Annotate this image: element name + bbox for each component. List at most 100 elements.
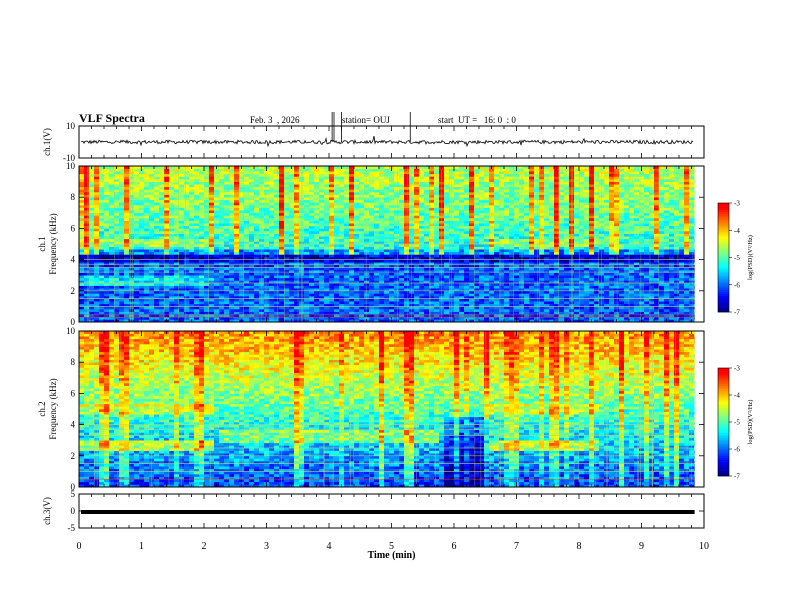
ch2-colorbar-swatch [718,420,729,423]
ch2-colorbar-swatch [718,432,729,435]
ch2-colorbar-tick-label: -4 [734,392,740,400]
ch1-spec-ytick-label: 10 [66,161,76,171]
ch2-spec-ytick-label: 10 [66,326,76,336]
ch2-colorbar-swatch [718,404,729,407]
ch2-colorbar-swatch [718,458,729,461]
ch2-colorbar-swatch [718,405,729,408]
date-label: Feb. 3 , 2026 [250,115,300,125]
ch1-colorbar-swatch [718,242,729,246]
ch2-colorbar-swatch [718,393,729,396]
ch2-colorbar-swatch [718,449,729,452]
ch2-colorbar-swatch [718,429,729,432]
ch2-colorbar-swatch [718,441,729,444]
ch2-colorbar-swatch [718,468,729,471]
ch1-colorbar-swatch [718,282,729,286]
ch1-colorbar-swatch [718,212,729,215]
ch1-colorbar-swatch [718,308,729,311]
ch1-colorbar-swatch [718,224,729,227]
ch2-colorbar-swatch [718,443,729,446]
ch1-colorbar-swatch [718,235,729,238]
ch1-colorbar-swatch [718,293,729,296]
ch1-colorbar-swatch [718,295,729,298]
start-time-label: start UT = 16: 0 : 0 [438,115,516,125]
ch2-colorbar-swatch [718,380,729,383]
ch1-colorbar-swatch [718,284,729,287]
ch1-colorbar-tick-label: -7 [734,309,740,317]
ch1-colorbar-swatch [718,266,729,269]
ch3-wave-ytick-label: 0 [71,506,76,516]
ch1-colorbar-swatch [718,239,729,242]
ch1-colorbar-swatch [718,304,729,307]
ch1-colorbar-swatch [718,203,729,206]
ch1-colorbar-swatch [718,257,729,260]
ch2-colorbar-swatch [718,465,729,468]
ch2-colorbar-swatch [718,418,729,421]
time-tick-label: 9 [639,541,644,552]
ch2-spectrogram-panel: 0 2 4 6 8 10 ch.2 Frequency (kHz) [37,326,705,492]
ch2-spec-nodata [694,331,704,487]
ch2-colorbar-swatch [718,445,729,448]
ch3-wave-ylabel: ch.3(V) [42,497,52,525]
ch2-colorbar-swatch [718,382,729,385]
ch1-colorbar-swatch [718,226,729,229]
ch1-colorbar-swatch [718,253,729,256]
ch2-colorbar-swatch [718,368,729,371]
ch3-wave-ytick-label: 5 [71,489,76,499]
ch1-colorbar-swatch [718,273,729,276]
ch2-colorbar-swatch [718,422,729,425]
ch1-spec-ytick-label: 6 [71,223,76,233]
ch2-spec-ytick-label: 8 [71,357,76,367]
ch2-colorbar-swatch [718,384,729,387]
time-tick-label: 4 [327,541,332,552]
ch2-colorbar-tick-label: -5 [734,419,740,427]
ch2-colorbar-swatch [718,447,729,450]
ch1-spec-channel-label: ch.1 [37,236,47,251]
ch1-colorbar-swatch [718,292,729,295]
ch1-spec-ytick-label: 2 [71,286,76,296]
ch1-colorbar-label: log(PSD)(V²/Hz) [747,235,754,280]
ch2-colorbar-swatch [718,436,729,439]
ch2-colorbar-swatch [718,414,729,417]
ch1-trace-line [81,136,694,148]
ch2-colorbar-swatch [718,391,729,394]
ch2-colorbar-tick-label: -3 [734,365,740,373]
ch2-colorbar-swatch [718,396,729,399]
ch1-colorbar-swatch [718,233,729,236]
ch2-colorbar-swatch [718,467,729,470]
ch2-colorbar-swatch [718,407,729,410]
ch2-spec-channel-label: ch.2 [37,401,47,416]
time-tick-label: 5 [389,541,394,552]
ch2-colorbar-swatch [718,454,729,457]
ch1-colorbar-swatch [718,228,729,231]
ch1-colorbar-tick-label: -3 [734,200,740,208]
ch1-colorbar-swatch [718,222,729,226]
ch1-wave-ylabel: ch.1(V) [42,128,52,156]
ch2-spec-ytick-label: 0 [71,482,76,492]
ch1-wave-ytick-label: -10 [63,153,75,163]
ch1-colorbar-tick-label: -5 [734,254,740,262]
ch2-colorbar-swatch [718,375,729,378]
ch2-spec-ylabel: Frequency (kHz) [48,378,58,439]
ch2-colorbar-swatch [718,434,729,437]
ch1-colorbar-swatch [718,232,729,235]
ch1-colorbar-swatch [718,310,729,313]
ch1-colorbar-swatch [718,279,729,282]
station-label: station= OUJ [342,115,390,125]
ch1-colorbar-swatch [718,230,729,233]
time-axis: 0 1 2 3 4 5 6 7 8 9 10 Time (min) [77,541,710,561]
ch1-spec-ytick-label: 4 [71,255,76,265]
ch2-spec-ytick-label: 6 [71,388,76,398]
ch2-colorbar-swatch [718,377,729,380]
ch2-colorbar-swatch [718,431,729,434]
ch2-colorbar-swatch [718,402,729,405]
ch1-colorbar-swatch [718,215,729,218]
ch1-colorbar-swatch [718,248,729,251]
ch1-colorbar-swatch [718,301,729,304]
ch1-colorbar-swatch [718,297,729,300]
ch2-colorbar-swatch [718,387,729,390]
ch1-colorbar-swatch [718,286,729,289]
ch2-colorbar-swatch [718,423,729,426]
ch1-colorbar-tick-label: -4 [734,227,740,235]
ch1-colorbar-swatch [718,275,729,278]
ch1-colorbar-swatch [718,272,729,275]
